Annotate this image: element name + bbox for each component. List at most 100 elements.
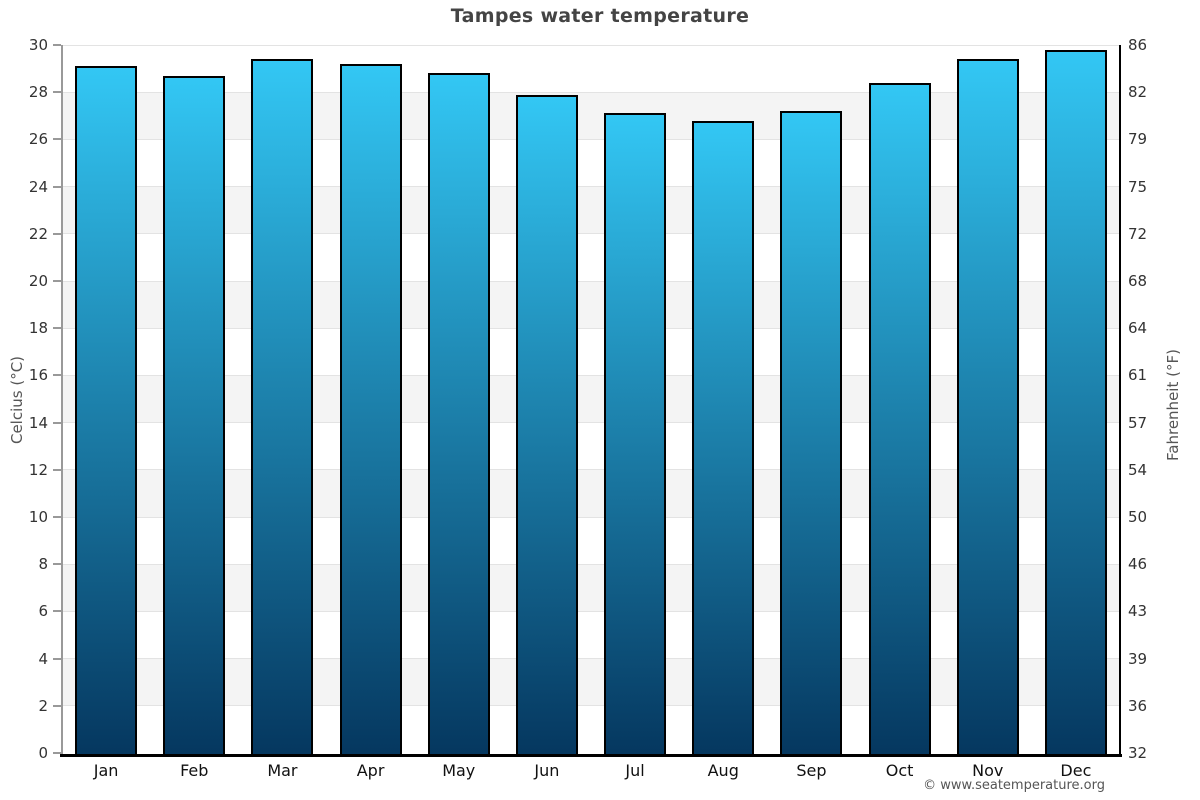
celsius-tick-label: 4 [38, 649, 48, 668]
gridline [62, 658, 1120, 660]
celsius-tick-label: 16 [28, 366, 48, 385]
grid-band [62, 45, 1120, 93]
y-tick-mark [53, 91, 61, 94]
celsius-tick-label: 14 [28, 413, 48, 432]
bar-dec [1044, 49, 1107, 756]
y-tick-mark [53, 280, 61, 282]
fahrenheit-tick-label: 43 [1128, 602, 1148, 621]
y-tick-mark [53, 704, 61, 707]
fahrenheit-tick-label: 46 [1128, 555, 1148, 574]
fahrenheit-tick-label: 36 [1128, 696, 1148, 715]
y-tick-mark [53, 657, 61, 660]
bar-may [427, 73, 490, 756]
grid-band [62, 328, 1120, 376]
fahrenheit-tick-label: 72 [1128, 224, 1148, 243]
y-tick-mark [53, 516, 61, 518]
month-label: Jun [534, 761, 560, 780]
fahrenheit-tick-label: 54 [1128, 460, 1148, 479]
celsius-tick-label: 6 [38, 602, 48, 621]
celsius-tick-label: 26 [28, 130, 48, 149]
y-tick-mark [53, 752, 61, 754]
gridline [62, 563, 1120, 565]
y-tick-mark [53, 374, 61, 377]
gridline [62, 44, 1120, 46]
fahrenheit-tick-label: 79 [1128, 130, 1148, 149]
celsius-tick-label: 30 [28, 36, 48, 54]
grid-band [62, 611, 1120, 659]
gridline [62, 138, 1120, 140]
y-tick-mark [53, 232, 61, 235]
grid-band [62, 92, 1120, 140]
x-axis-baseline [60, 754, 1122, 757]
fahrenheit-tick-label: 64 [1128, 319, 1148, 338]
month-label: Dec [1060, 761, 1092, 780]
grid-band [62, 705, 1120, 753]
y-tick-mark [53, 185, 61, 188]
y-tick-mark [53, 468, 61, 471]
bar-oct [868, 82, 931, 756]
celsius-tick-label: 22 [28, 224, 48, 243]
chart-title: Tampes water temperature [450, 5, 750, 27]
month-label: Sep [796, 761, 827, 780]
celsius-tick-label: 8 [38, 555, 48, 574]
month-label: Oct [885, 761, 914, 780]
grid-band [62, 422, 1120, 470]
bar-jun [515, 94, 578, 756]
grid-band [62, 233, 1120, 281]
celsius-tick-label: 28 [28, 83, 48, 102]
y-tick-mark [53, 610, 61, 613]
gridline [62, 422, 1120, 424]
celsius-tick-label: 24 [28, 177, 48, 196]
bar-nov [956, 59, 1019, 756]
celsius-tick-label: 2 [38, 696, 48, 715]
y-tick-mark [53, 421, 61, 424]
bar-apr [339, 63, 402, 756]
month-label: Nov [972, 761, 1004, 780]
celsius-tick-label: 20 [28, 272, 48, 290]
month-label: May [442, 761, 476, 780]
gridline [62, 610, 1120, 612]
fahrenheit-tick-label: 61 [1128, 366, 1148, 385]
bar-feb [163, 75, 226, 756]
celsius-tick-label: 18 [28, 319, 48, 338]
grid-band [62, 517, 1120, 565]
gridline [62, 469, 1120, 471]
gridline [62, 280, 1120, 282]
y-tick-mark [53, 563, 61, 566]
fahrenheit-tick-label: 50 [1128, 508, 1148, 526]
bar-jul [604, 113, 667, 756]
fahrenheit-tick-label: 57 [1128, 413, 1148, 432]
y-tick-mark [53, 138, 61, 141]
copyright-text: © www.seatemperature.org [923, 778, 1105, 793]
bar-sep [780, 111, 843, 756]
gridline [62, 374, 1120, 376]
bar-mar [251, 59, 314, 756]
left-axis-line [61, 45, 63, 757]
y-tick-mark [53, 44, 61, 46]
month-label: Jul [625, 761, 645, 780]
fahrenheit-tick-label: 75 [1128, 177, 1148, 196]
fahrenheit-tick-label: 82 [1128, 83, 1148, 102]
gridline [62, 91, 1120, 93]
bar-aug [692, 120, 755, 756]
fahrenheit-tick-label: 86 [1128, 36, 1148, 54]
bar-jan [75, 66, 138, 756]
month-label: Feb [180, 761, 209, 780]
celsius-tick-label: 0 [38, 744, 48, 762]
grid-band [62, 564, 1120, 612]
month-label: Aug [707, 761, 739, 780]
month-label: Mar [267, 761, 298, 780]
grid-band [62, 281, 1120, 329]
gridline [62, 233, 1120, 235]
fahrenheit-tick-label: 39 [1128, 649, 1148, 668]
celsius-tick-label: 10 [28, 508, 48, 526]
gridline [62, 327, 1120, 329]
fahrenheit-tick-label: 32 [1128, 744, 1148, 762]
gridline [62, 516, 1120, 518]
grid-band [62, 658, 1120, 706]
right-axis-line [1119, 45, 1121, 757]
month-label: Jan [93, 761, 119, 780]
grid-band [62, 186, 1120, 234]
grid-band [62, 375, 1120, 423]
